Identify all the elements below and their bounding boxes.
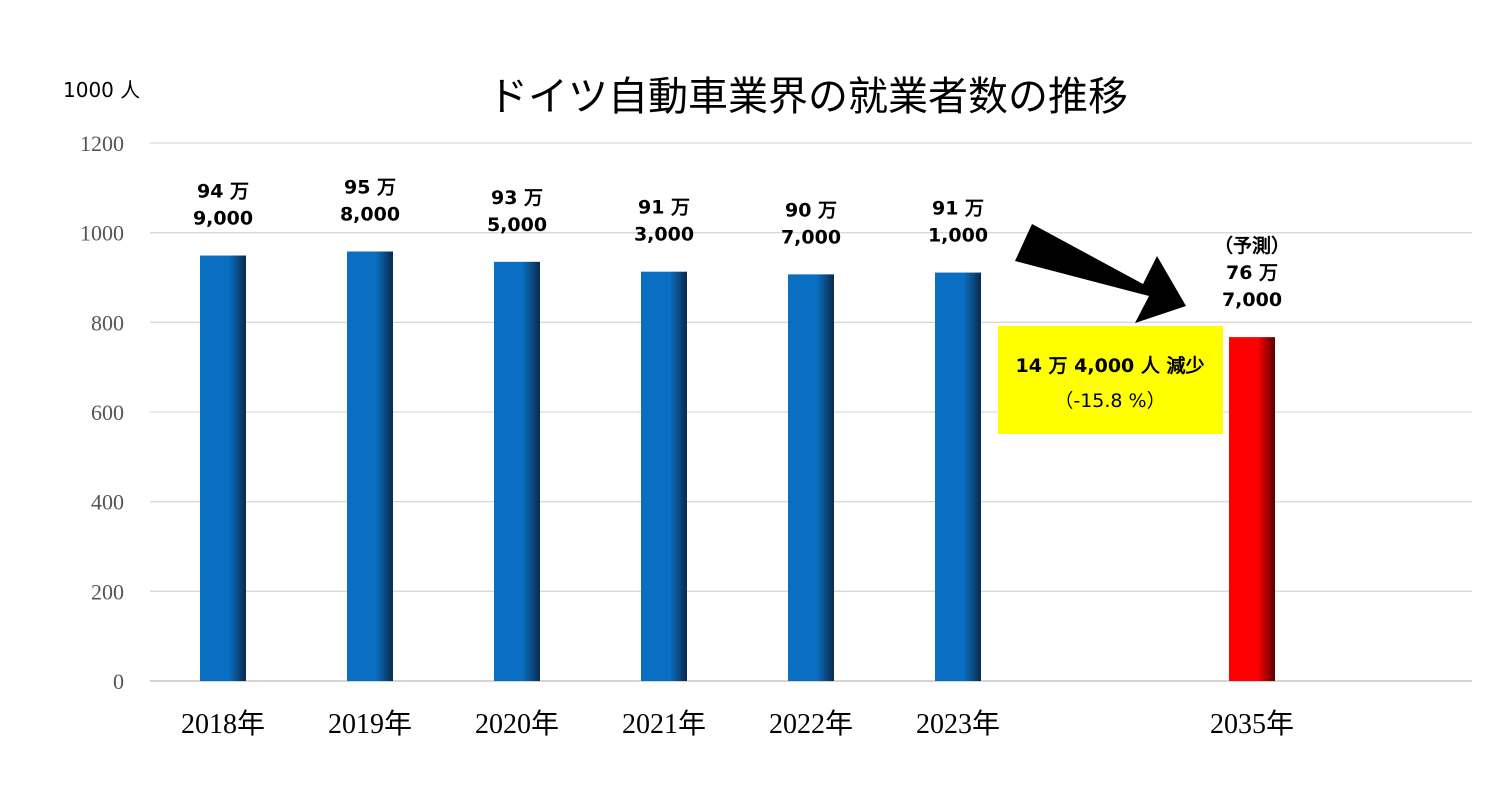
y-tick-label: 1000 xyxy=(80,221,124,246)
decrease-callout: 14 万 4,000 人 減少 （-15.8 %） xyxy=(998,326,1223,434)
data-label: （予測） xyxy=(1214,234,1290,257)
x-tick-label: 2022年 xyxy=(769,708,853,740)
data-label: 5,000 xyxy=(487,214,547,236)
x-tick-label: 2018年 xyxy=(181,708,265,740)
data-labels: 94 万 9,000 95 万 8,000 93 万 5,000 91 万 3,000 90 万… xyxy=(193,176,1290,311)
bar xyxy=(641,271,687,681)
data-label: 90 万 xyxy=(785,199,837,221)
data-label: 3,000 xyxy=(634,224,694,246)
bar xyxy=(494,261,540,681)
y-axis-ticks: 0 200 400 600 800 1000 1200 xyxy=(80,131,124,694)
data-label: 7,000 xyxy=(781,226,841,248)
bar xyxy=(788,274,834,681)
bar xyxy=(935,272,981,681)
data-label: 76 万 xyxy=(1226,262,1278,284)
x-tick-label: 2021年 xyxy=(622,708,706,740)
y-tick-label: 200 xyxy=(91,579,124,604)
callout-line-1: 14 万 4,000 人 減少 xyxy=(1016,354,1205,377)
chart-title: ドイツ自動車業界の就業者数の推移 xyxy=(488,74,1128,120)
data-label: 8,000 xyxy=(340,203,400,225)
data-label: 94 万 xyxy=(197,181,249,203)
y-tick-label: 400 xyxy=(91,490,124,515)
y-tick-label: 600 xyxy=(91,400,124,425)
x-tick-label: 2019年 xyxy=(328,708,412,740)
bars xyxy=(200,251,1275,681)
bar xyxy=(200,255,246,681)
callout-line-2: （-15.8 %） xyxy=(1054,390,1165,412)
data-label: 9,000 xyxy=(193,208,253,230)
bar-forecast xyxy=(1229,337,1275,681)
y-tick-label: 800 xyxy=(91,310,124,335)
data-label: 7,000 xyxy=(1222,289,1282,311)
data-label: 95 万 xyxy=(344,176,396,198)
bar xyxy=(347,251,393,681)
x-tick-label: 2020年 xyxy=(475,708,559,740)
data-label: 93 万 xyxy=(491,187,543,209)
x-axis-ticks: 2018年 2019年 2020年 2021年 2022年 2023年 2035年 xyxy=(181,708,1294,740)
y-tick-label: 0 xyxy=(113,669,124,694)
data-label: 91 万 xyxy=(638,197,690,219)
data-label: 1,000 xyxy=(928,225,988,247)
data-label: 91 万 xyxy=(932,198,984,220)
y-unit-label: 1000 人 xyxy=(63,78,140,102)
x-tick-label: 2023年 xyxy=(916,708,1000,740)
callout-box xyxy=(998,326,1223,434)
y-tick-label: 1200 xyxy=(80,131,124,156)
decrease-arrow-icon xyxy=(1015,224,1186,323)
x-tick-label: 2035年 xyxy=(1210,708,1294,740)
